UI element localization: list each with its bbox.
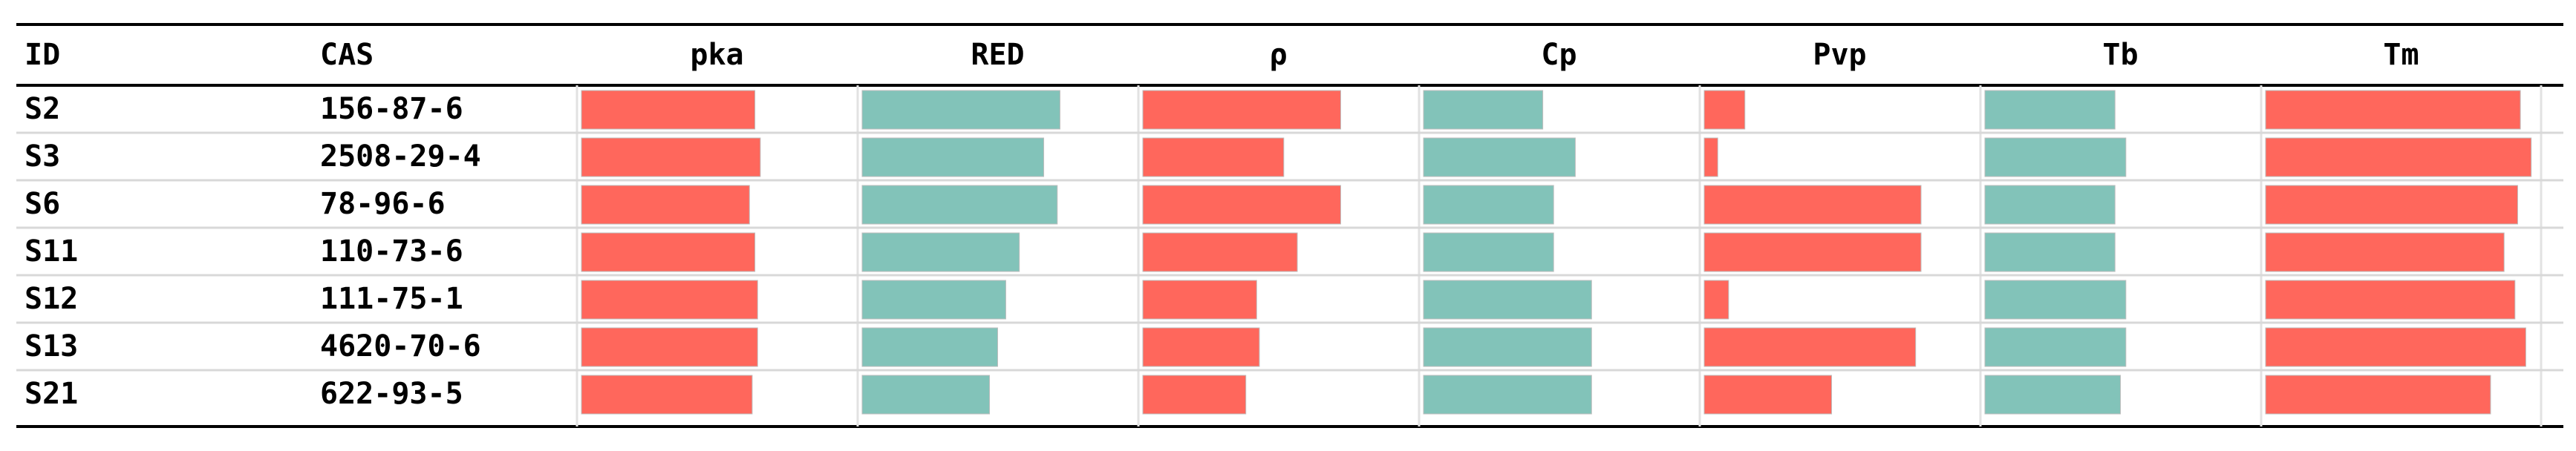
row-id: S21 [25,377,78,411]
row-id: S13 [25,329,78,363]
row-id: S11 [25,234,78,269]
bar [1703,375,1833,415]
bar [861,327,998,367]
column-header: CAS [320,38,374,72]
row-cas: 4620-70-6 [320,329,481,363]
bar [1423,137,1576,177]
row-id: S6 [25,187,60,221]
bar [1984,185,2116,225]
bar [1142,232,1298,272]
bar [581,137,761,177]
bar [581,90,756,130]
row-cas: 622-93-5 [320,377,463,411]
row-cas: 111-75-1 [320,282,463,316]
bar [1423,375,1592,415]
bar [2265,280,2516,320]
bar [1703,280,1729,320]
column-header: Tb [2102,38,2138,72]
bar [1703,185,1922,225]
bar [1142,375,1247,415]
bar [1703,90,1746,130]
bar [2265,137,2532,177]
bar [1423,232,1554,272]
bar [581,280,758,320]
bar [861,185,1058,225]
row-id: S12 [25,282,78,316]
row-id: S2 [25,92,60,126]
column-header: RED [971,38,1024,72]
column-header: ρ [1269,38,1287,72]
bar [581,375,753,415]
row-cas: 2508-29-4 [320,139,481,174]
bar [581,327,758,367]
bar [2265,185,2518,225]
bar [1703,327,1917,367]
bar [2265,232,2505,272]
bar [1703,232,1922,272]
row-cas: 156-87-6 [320,92,463,126]
bar [1423,185,1554,225]
bar [1423,327,1592,367]
column-header: Pvp [1813,38,1866,72]
bar [861,137,1045,177]
column-header: Cp [1541,38,1576,72]
row-id: S3 [25,139,60,174]
row-cas: 110-73-6 [320,234,463,269]
bar [1423,90,1544,130]
bar [1142,327,1260,367]
bar [1984,137,2127,177]
bar [861,232,1020,272]
bar [861,280,1006,320]
column-header: ID [25,38,60,72]
bar [1984,90,2116,130]
bar [581,232,756,272]
bar [1423,280,1592,320]
bar [1984,375,2121,415]
bar [2265,90,2521,130]
bar [2265,375,2491,415]
bar [1142,280,1257,320]
bar [1984,232,2116,272]
row-cas: 78-96-6 [320,187,446,221]
bar [1703,137,1718,177]
bar [1984,280,2127,320]
bar [581,185,750,225]
bar [1984,327,2127,367]
bar [1142,137,1285,177]
bar [1142,185,1341,225]
bar [861,375,991,415]
bar [1142,90,1341,130]
bar [2265,327,2526,367]
column-header: Tm [2383,38,2419,72]
column-header: pka [690,38,743,72]
bar [861,90,1060,130]
